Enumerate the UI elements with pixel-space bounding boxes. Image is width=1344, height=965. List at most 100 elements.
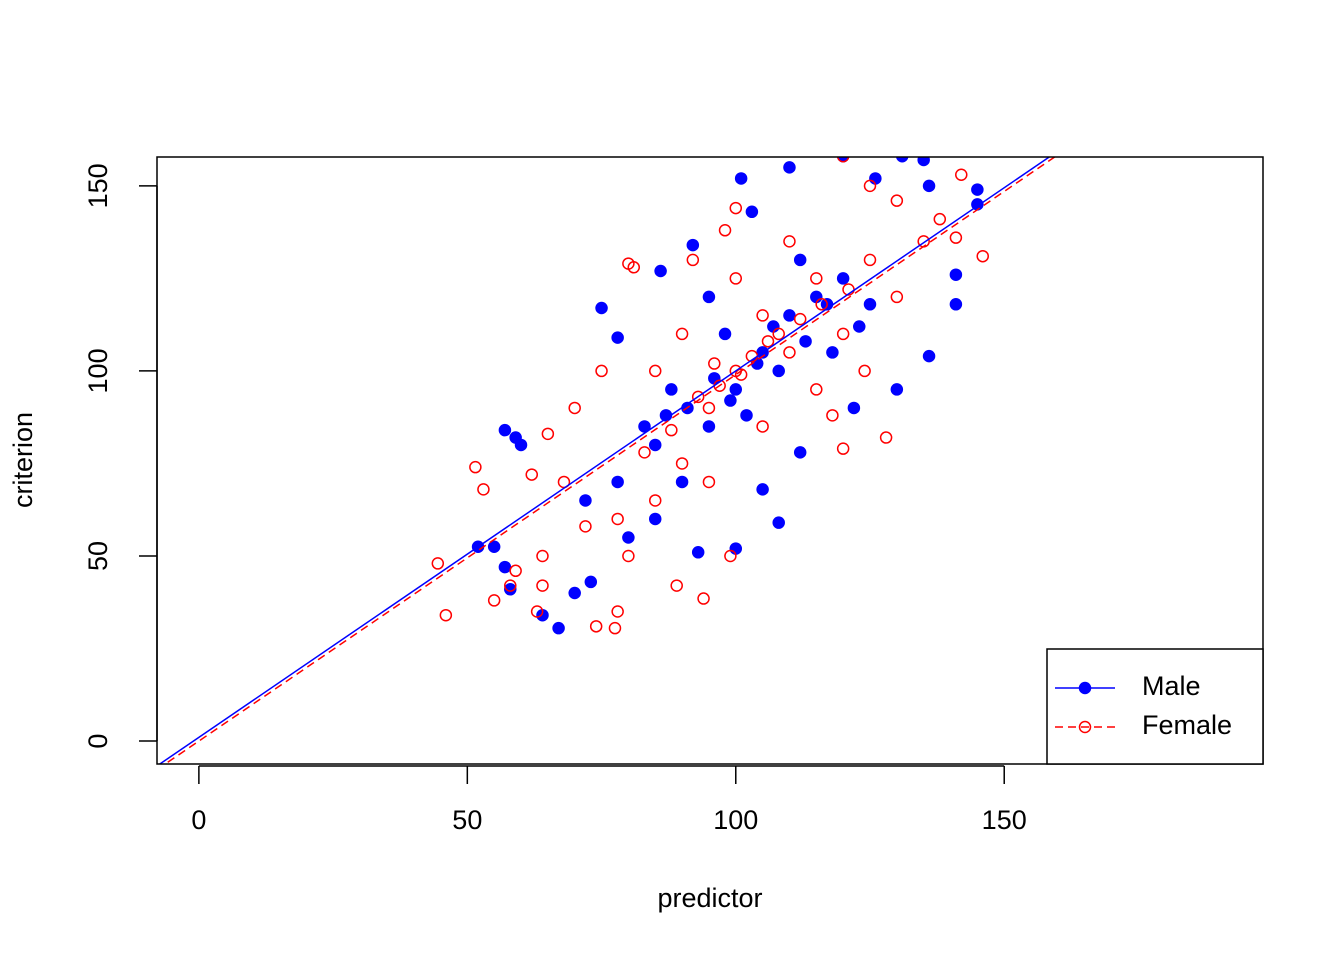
y-tick-label: 150 [83,163,113,208]
point [536,549,549,563]
point [745,205,759,219]
point [729,542,743,555]
point [611,605,624,618]
point [863,298,877,311]
point [756,420,769,433]
point [611,475,624,489]
point [718,224,732,237]
point [783,161,796,174]
point [648,494,662,507]
point [783,309,796,322]
point [853,320,866,333]
point [665,383,678,396]
point [734,368,748,381]
point [579,494,592,507]
point [793,312,807,326]
point [836,327,850,341]
point [890,194,904,207]
point [469,460,482,474]
x-axis-title: predictor [657,883,762,913]
point [847,401,861,415]
point [622,531,635,544]
legend-label: Male [1142,671,1201,701]
point [611,512,624,526]
point [638,420,651,433]
point [793,446,807,459]
point [509,564,522,578]
point [702,475,716,489]
point [826,346,839,359]
point [761,335,775,348]
point [498,560,512,574]
point [665,423,678,437]
point [622,549,635,563]
point [702,401,716,415]
point [734,172,748,185]
point [724,549,737,563]
point [686,238,700,252]
point [879,431,893,444]
point [949,231,963,244]
fit-line [163,157,1056,764]
point [896,157,909,163]
fit-line [158,157,1051,764]
point [793,253,807,267]
point [648,364,662,378]
point [783,346,796,359]
point [702,290,716,304]
point [836,272,850,285]
point [552,621,565,635]
point [756,483,769,496]
point [810,383,823,396]
point [869,172,882,185]
point [487,540,501,553]
point [810,290,823,304]
point [863,179,877,193]
x-tick-label: 100 [713,805,758,835]
point [949,298,963,311]
x-tick-label: 150 [982,805,1027,835]
point [670,579,683,592]
point [955,168,968,182]
y-axis-title: criterion [8,412,38,508]
point [976,249,989,263]
x-tick-label: 50 [452,805,482,835]
point [858,364,871,378]
point [654,264,667,278]
point [498,423,512,437]
point [917,157,930,167]
point [767,320,780,333]
legend-box [1046,648,1264,765]
point [504,579,517,592]
point [772,327,785,341]
point [536,579,549,592]
point [638,446,651,459]
point [691,546,705,559]
point [568,586,581,600]
point [589,620,603,633]
point [718,327,732,341]
point [530,605,544,618]
point [627,261,641,274]
point [595,364,608,378]
point [933,212,947,226]
point [756,309,769,322]
point [691,390,705,404]
point [525,468,539,481]
point [922,349,936,363]
point [836,157,850,163]
point [772,364,785,378]
point [729,272,743,285]
legend-label: Female [1142,710,1232,740]
point [608,621,622,635]
point [439,608,453,622]
plot-area [158,157,1056,764]
point [541,427,555,441]
point [702,420,716,433]
point [772,516,785,529]
point [890,290,904,304]
legend-marker [1078,720,1092,734]
point [514,438,528,452]
point [675,475,689,489]
